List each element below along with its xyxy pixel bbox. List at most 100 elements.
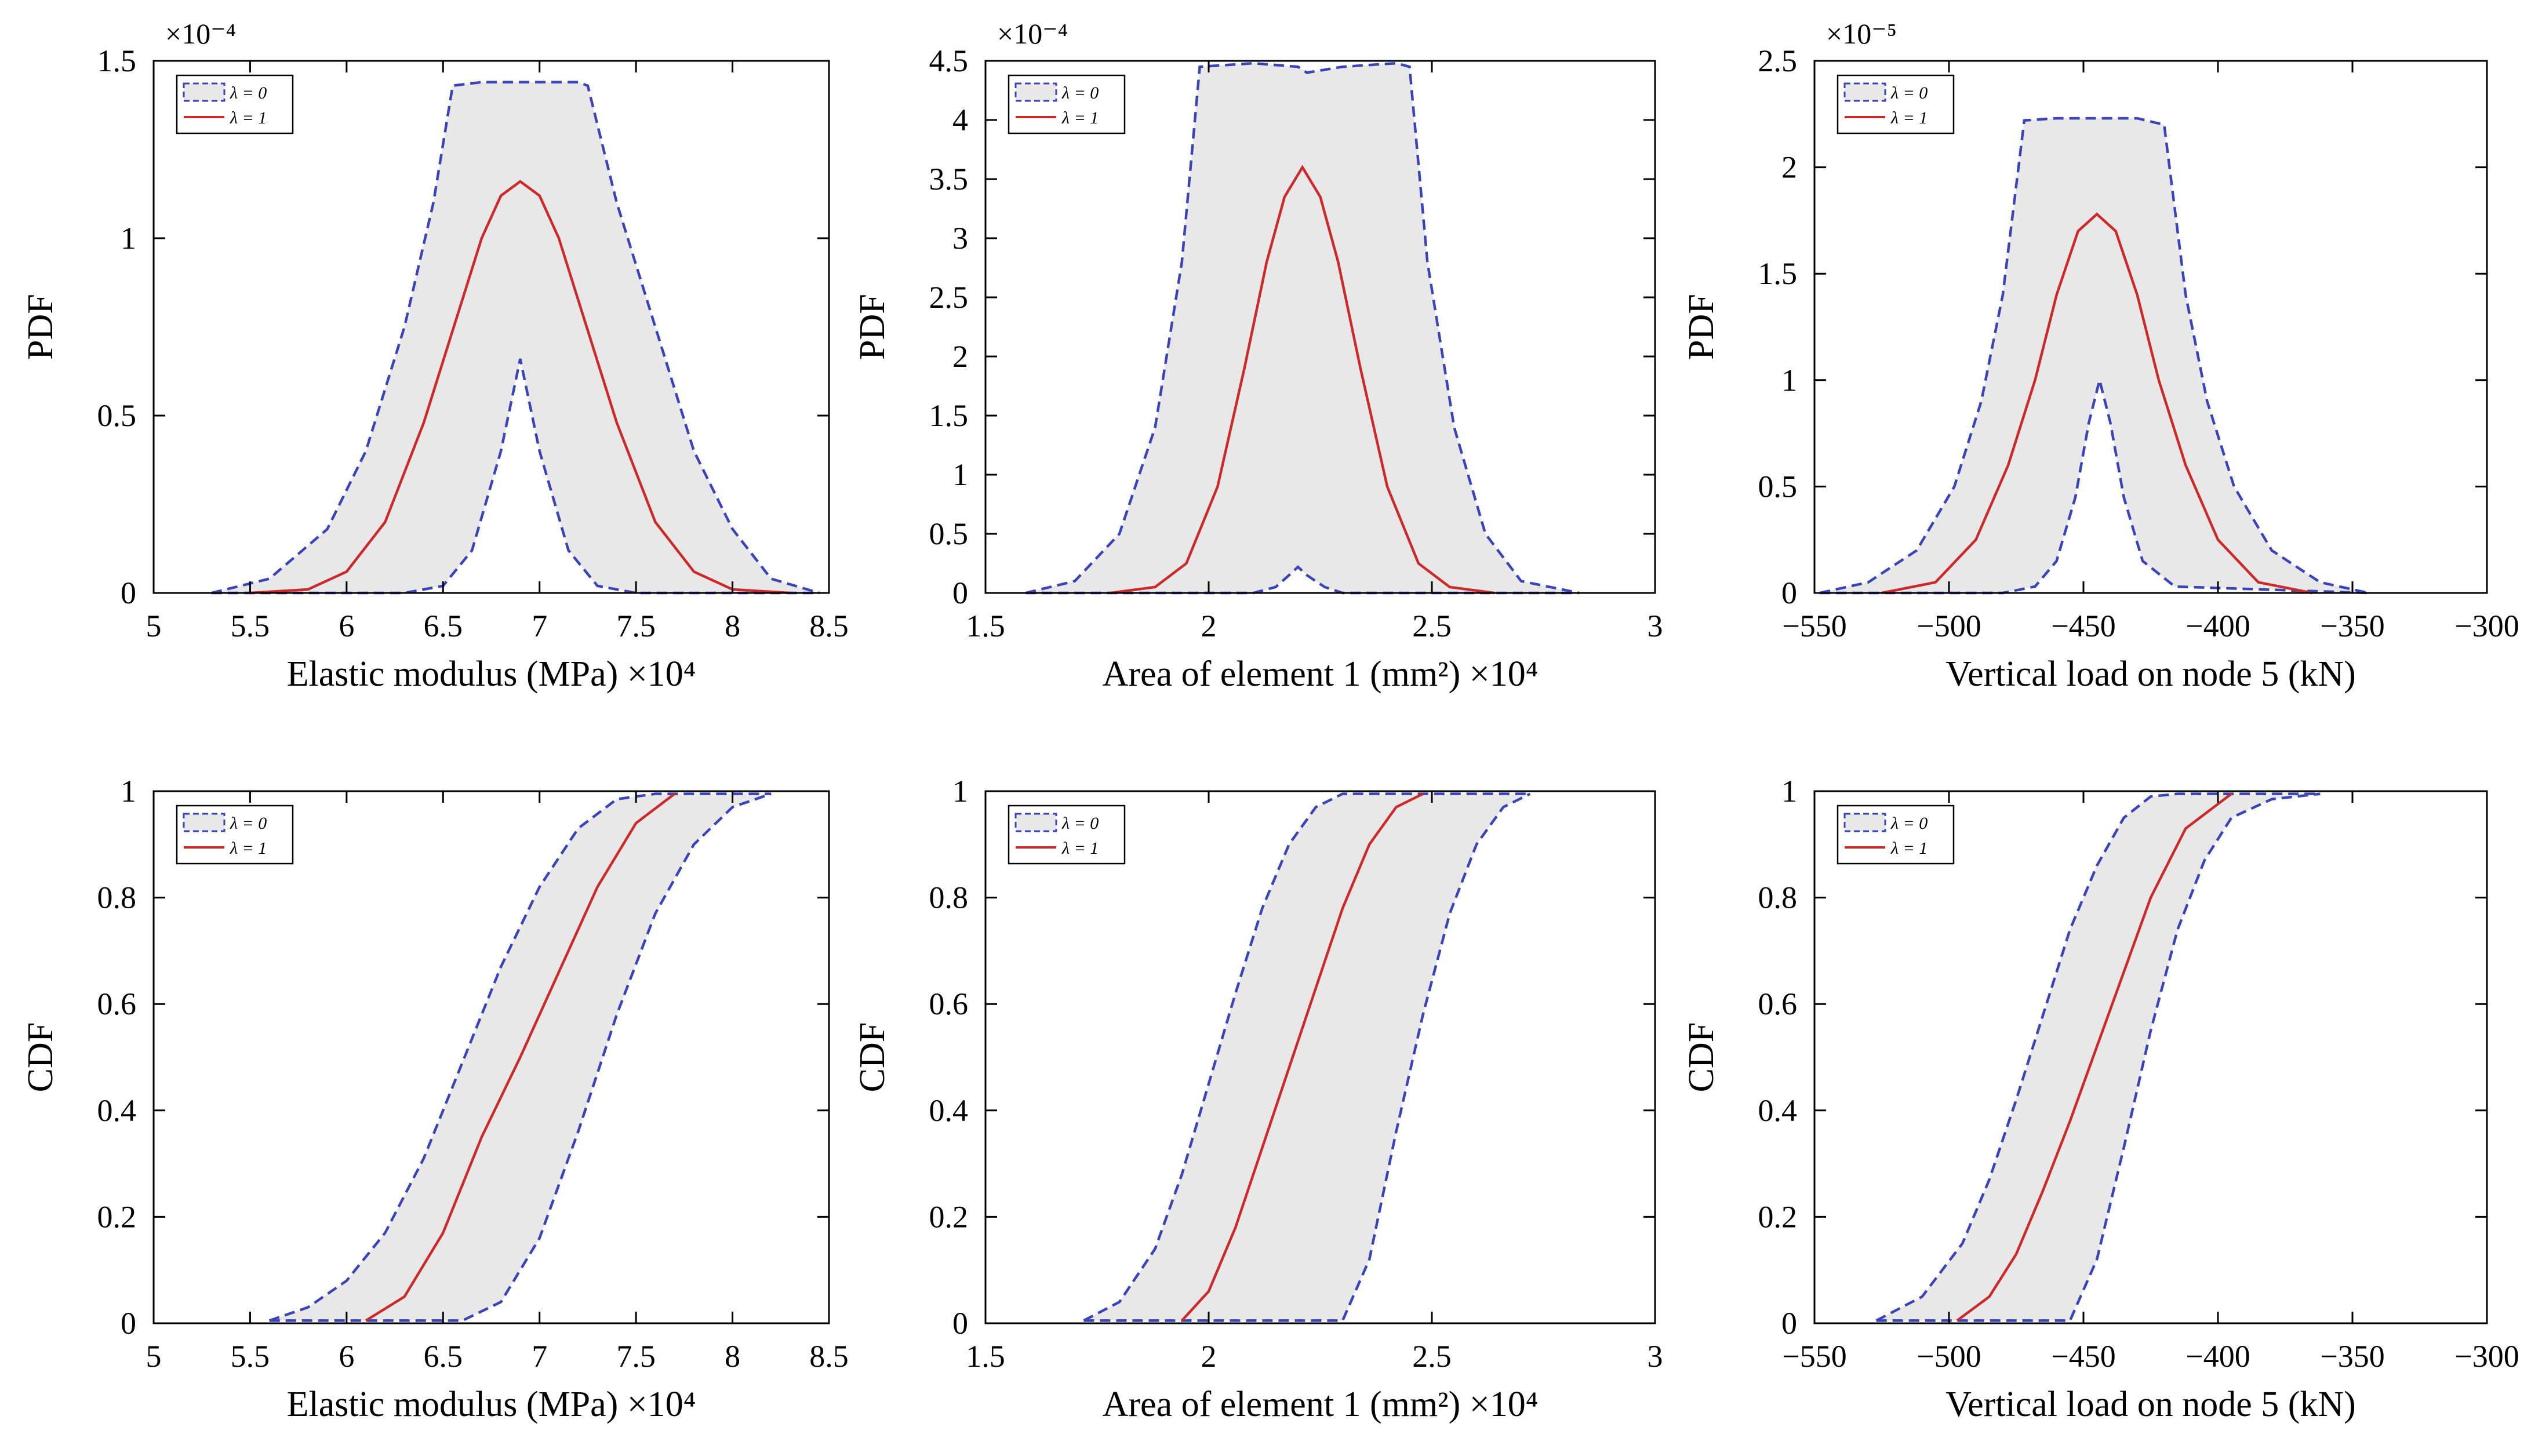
series-line-lambda-1 [1956,792,2232,1322]
y-tick-label: 0.5 [97,398,137,433]
x-tick-label: 8.5 [809,1339,849,1374]
x-tick-label: 6 [339,1339,354,1374]
y-tick-label: 0 [952,1306,968,1341]
y-tick-label: 0 [1781,1306,1797,1341]
y-tick-label: 0.2 [929,1199,969,1234]
legend-label-lambda-0: λ = 0 [1061,814,1099,833]
legend: λ = 0 λ = 1 [1008,805,1126,865]
legend-label-lambda-0: λ = 0 [1890,83,1928,103]
y-tick-label: 0.6 [929,987,969,1021]
legend-label-lambda-0: λ = 0 [230,814,267,833]
x-axis-label: Area of element 1 (mm²) ×10⁴ [1103,654,1539,694]
x-tick-label: 5 [146,609,162,643]
panel-pdf-area-element-1: 1.5 2 2.5 3 0 0.5 1 1.5 2 2.5 3 3.5 4 4.5 ×10⁻⁴ Area of… [853,17,1663,694]
legend-label-lambda-1: λ = 1 [1890,839,1928,858]
legend-label-lambda-1: λ = 1 [1061,108,1099,128]
x-axis-label: Vertical load on node 5 (kN) [1945,654,2356,694]
x-tick-label: 3 [1648,609,1663,643]
band-fill-lambda-0 [1876,793,2321,1321]
x-tick-label: 7 [532,609,547,643]
x-tick-label: −400 [2185,1339,2250,1374]
series-line-lambda-0-upper [211,81,820,595]
y-axis-label: CDF [853,1022,892,1093]
y-tick-label: 0.4 [929,1093,969,1128]
y-tick-label: 4 [952,103,968,137]
x-tick-label: −350 [2320,609,2384,643]
y-tick-label: 0.6 [97,987,137,1021]
legend-label-lambda-1: λ = 1 [230,108,267,128]
y-tick-label: 2.5 [929,280,969,315]
panel-cdf-elastic-modulus: 5 5.5 6 6.5 7 7.5 8 8.5 0 0.2 0.4 0.6 0.8 1 Elastic mo… [21,774,849,1424]
panel-pdf-vertical-load: −550 −500 −450 −400 −350 −300 0 0.5 1 1.5 2 2.5 ×10⁻… [1682,17,2519,694]
y-tick-label: 0.2 [97,1199,137,1234]
legend-label-lambda-0: λ = 0 [1890,814,1928,833]
axes-frame [1813,790,2488,1324]
x-tick-label: 1.5 [966,609,1005,643]
panel-cdf-area-element-1: 1.5 2 2.5 3 0 0.2 0.4 0.6 0.8 1 Area of element 1 … [853,774,1663,1424]
legend-label-lambda-1: λ = 1 [1061,839,1099,858]
x-tick-label: 7.5 [616,1339,656,1374]
y-tick-label: 2.5 [1758,43,1798,78]
y-tick-label: 0 [952,576,968,610]
x-tick-label: 6 [339,609,354,643]
y-tick-label: 1 [121,774,136,809]
series-line-lambda-0-upper [1819,117,2369,595]
y-tick-label: 0.5 [1758,469,1798,504]
x-tick-label: 2.5 [1412,1339,1452,1374]
series-line-lambda-0-lower [1876,792,2321,1322]
x-tick-label: 2.5 [1412,609,1452,643]
x-tick-label: −300 [2454,1339,2519,1374]
x-tick-label: 5.5 [231,609,270,643]
x-tick-label: 2 [1201,1339,1217,1374]
x-tick-label: −500 [1916,609,1981,643]
legend-label-lambda-0: λ = 0 [230,83,267,103]
legend-swatch-lambda-0 [1014,82,1057,102]
legend-swatch-lambda-0 [1843,82,1886,102]
y-tick-label: 1 [121,221,136,256]
y-tick-label: 1 [1781,774,1797,809]
series-line-lambda-0-upper [1083,792,1530,1322]
legend-swatch-lambda-0 [1014,813,1057,832]
y-tick-label: 1 [952,774,968,809]
y-tick-label: 0.4 [1758,1093,1798,1128]
y-tick-label: 1.5 [929,398,969,433]
y-tick-label: 0.6 [1758,987,1798,1021]
legend-label-lambda-1: λ = 1 [230,839,267,858]
series-line-lambda-1 [365,792,676,1322]
series-line-lambda-0-lower [1820,380,2369,595]
panel-cdf-vertical-load: −550 −500 −450 −400 −350 −300 0 0.2 0.4 0.6 0.8 1 Ve… [1682,774,2519,1424]
axes-frame [1813,60,2488,594]
series-line-lambda-1 [250,180,791,595]
y-tick-label: 0 [121,1306,136,1341]
y-tick-label: 1 [952,457,968,492]
legend-swatch-lambda-0 [183,82,226,102]
y-tick-label: 0.2 [1758,1199,1798,1234]
y-exponent-label: ×10⁻⁵ [1826,17,1897,50]
y-tick-label: 2 [1781,150,1797,185]
x-axis-label: Elastic modulus (MPa) ×10⁴ [287,1385,696,1424]
legend-label-lambda-0: λ = 0 [1061,83,1099,103]
y-tick-label: 2 [952,339,968,374]
y-tick-label: 4.5 [929,43,969,78]
x-tick-label: 3 [1648,1339,1663,1374]
y-tick-label: 3 [952,221,968,256]
y-tick-label: 0.4 [97,1093,137,1128]
axes-frame [152,790,830,1324]
axes-frame [152,60,830,594]
legend-label-lambda-1: λ = 1 [1890,108,1928,128]
x-tick-label: 5.5 [231,1339,270,1374]
y-tick-label: 1 [1781,363,1797,398]
series-line-lambda-0-upper [1025,61,1580,595]
y-axis-label: CDF [1682,1022,1721,1093]
y-tick-label: 0.8 [97,880,137,915]
x-tick-label: −550 [1782,1339,1846,1374]
x-axis-label: Elastic modulus (MPa) ×10⁴ [287,654,696,694]
y-tick-label: 0.5 [929,516,969,551]
x-tick-label: 8.5 [809,609,849,643]
legend: λ = 0 λ = 1 [176,805,294,865]
series-line-lambda-0-lower [1083,792,1531,1322]
y-tick-label: 0 [121,576,136,610]
y-axis-label: PDF [1682,294,1721,360]
axes-frame [984,60,1656,594]
series-line-lambda-1 [1881,212,2312,595]
